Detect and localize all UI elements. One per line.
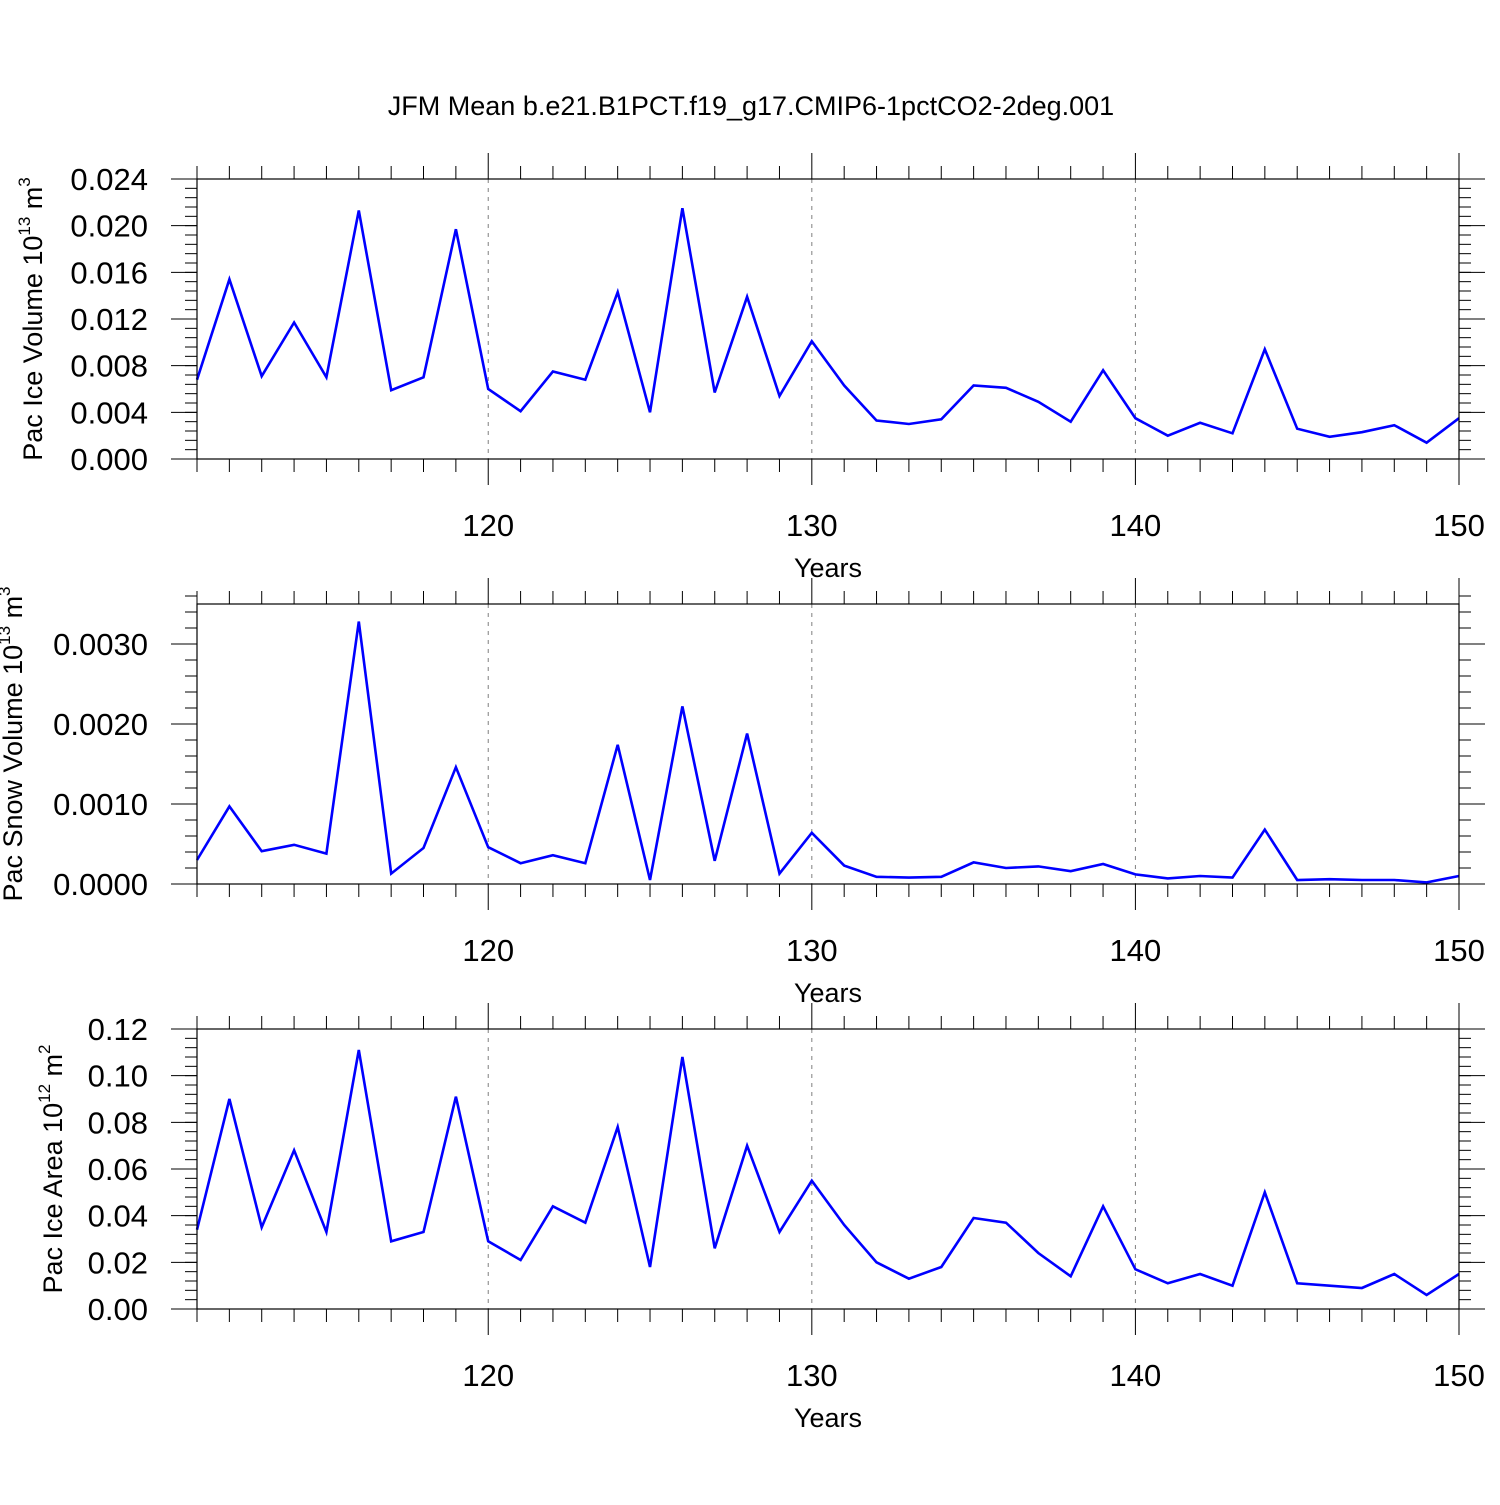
x-tick-label: 140 <box>1110 508 1162 543</box>
x-tick-label: 150 <box>1433 933 1485 968</box>
y-tick-label: 0.06 <box>88 1152 148 1187</box>
y-tick-label: 0.12 <box>88 1012 148 1047</box>
y-axis-title-unit-exponent: 3 <box>15 177 34 186</box>
series-line <box>195 207 1460 445</box>
y-axis-title-exponent: 12 <box>35 1084 54 1103</box>
y-tick-label: 0.024 <box>70 162 148 197</box>
panel-1: 0.000 0.004 0.008 0.012 0.016 0.020 0.024 120 13… <box>15 153 1485 583</box>
y-axis-title: Pac Ice Volume 1013 m3 <box>15 177 48 461</box>
y-axis-title-exponent: 13 <box>0 626 14 645</box>
plot-frame <box>196 178 1460 460</box>
series-line <box>195 621 1460 884</box>
x-tick-label: 120 <box>462 933 514 968</box>
y-axis-title-unit: m <box>18 187 48 217</box>
x-tick-label: 140 <box>1110 933 1162 968</box>
y-axis-title-unit: m <box>0 596 28 626</box>
y-tick-label: 0.000 <box>70 442 148 477</box>
y-axis-title-text: Pac Ice Area 10 <box>38 1103 68 1294</box>
x-tick-label: 140 <box>1110 1358 1162 1393</box>
x-axis-title: Years <box>794 553 862 583</box>
y-tick-label: 0.0010 <box>53 787 148 822</box>
panels: 0.000 0.004 0.008 0.012 0.016 0.020 0.024 120 13… <box>0 153 1485 1433</box>
y-tick-label: 0.10 <box>88 1059 148 1094</box>
plot-frame <box>196 1028 1460 1310</box>
y-axis-title-unit: m <box>38 1054 68 1084</box>
y-axis-title-exponent: 13 <box>15 217 34 236</box>
y-tick-label: 0.012 <box>70 302 148 337</box>
y-axis-title: Pac Snow Volume 1013 m3 <box>0 586 28 901</box>
y-axis-title: Pac Ice Area 1012 m2 <box>35 1044 68 1293</box>
y-tick-label: 0.020 <box>70 209 148 244</box>
y-axis-title-unit-exponent: 2 <box>35 1044 54 1053</box>
x-tick-label: 150 <box>1433 508 1485 543</box>
x-axis-title: Years <box>794 1403 862 1433</box>
x-tick-label: 120 <box>462 1358 514 1393</box>
panel-2: 0.0000 0.0010 0.0020 0.0030 120 130 140 150 Year… <box>0 578 1485 1008</box>
y-tick-label: 0.0030 <box>53 627 148 662</box>
plot-frame <box>196 603 1460 885</box>
y-axis-title-unit-exponent: 3 <box>0 586 14 595</box>
figure-title: JFM Mean b.e21.B1PCT.f19_g17.CMIP6-1pctC… <box>388 91 1114 121</box>
y-tick-label: 0.0020 <box>53 707 148 742</box>
x-axis-title: Years <box>794 978 862 1008</box>
y-tick-label: 0.016 <box>70 255 148 290</box>
panel-3: 0.00 0.02 0.04 0.06 0.08 0.10 0.12 120 130 140 150… <box>35 1003 1485 1433</box>
x-tick-label: 130 <box>786 1358 838 1393</box>
x-tick-label: 130 <box>786 508 838 543</box>
series-line <box>195 1049 1460 1297</box>
y-tick-label: 0.00 <box>88 1292 148 1327</box>
y-tick-label: 0.02 <box>88 1245 148 1280</box>
y-tick-label: 0.004 <box>70 395 148 430</box>
y-tick-label: 0.008 <box>70 349 148 384</box>
x-tick-label: 130 <box>786 933 838 968</box>
y-axis-title-text: Pac Snow Volume 10 <box>0 645 28 902</box>
y-tick-label: 0.04 <box>88 1199 148 1234</box>
x-tick-label: 150 <box>1433 1358 1485 1393</box>
y-axis-title-text: Pac Ice Volume 10 <box>18 236 48 461</box>
y-tick-label: 0.08 <box>88 1105 148 1140</box>
y-tick-label: 0.0000 <box>53 867 148 902</box>
x-tick-label: 120 <box>462 508 514 543</box>
